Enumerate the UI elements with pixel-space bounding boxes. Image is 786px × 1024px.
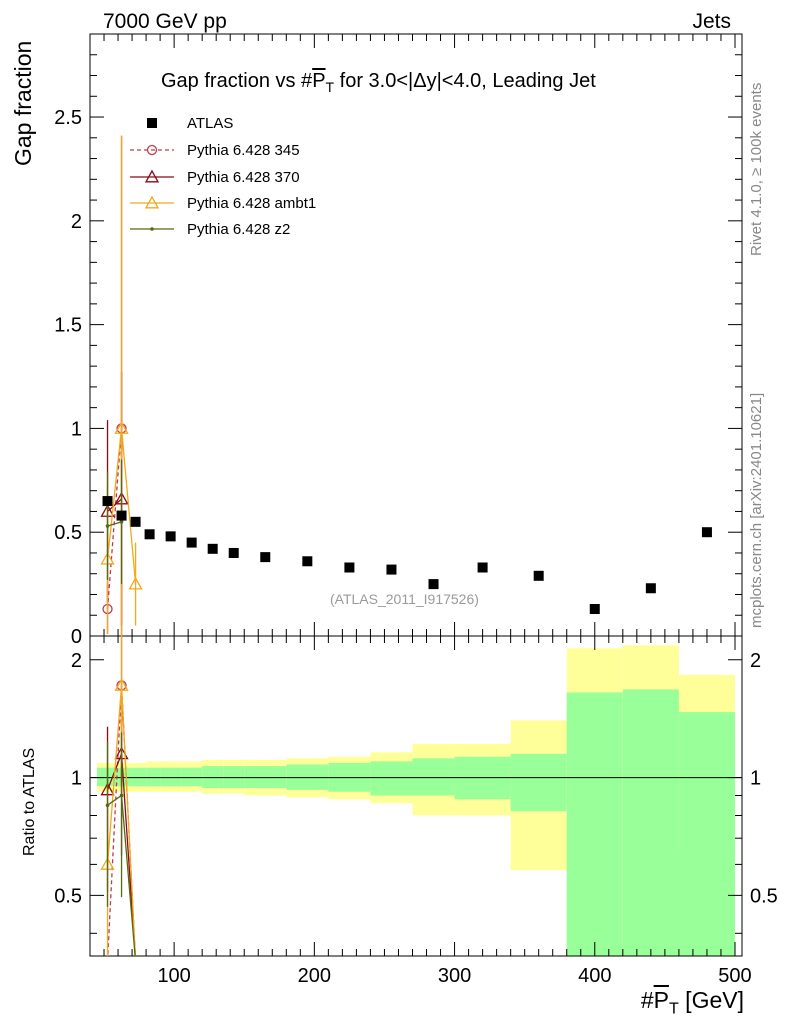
ratio-tick-label-right: 0.5 [750, 885, 778, 907]
xlabel-subscript: T [668, 999, 679, 1018]
header-right-label: Jets [692, 10, 731, 33]
series-point [114, 421, 129, 434]
atlas-data-point [645, 583, 656, 594]
legend-marker [150, 227, 154, 231]
x-tick-label: 100 [157, 965, 190, 987]
series-line [106, 428, 123, 610]
legend-marker [146, 144, 158, 156]
atlas-data-point [130, 516, 141, 527]
ratio-band-inner [181, 767, 203, 787]
legend-label-atlas: ATLAS [187, 115, 234, 132]
x-tick-label: 500 [718, 965, 751, 987]
atlas-data-point [428, 579, 439, 590]
series-point [105, 524, 110, 528]
reference-label: (ATLAS_2011_I917526) [330, 591, 479, 607]
y-tick-label: 0 [71, 626, 82, 648]
legend-label-345: Pythia 6.428 345 [187, 142, 300, 159]
atlas-data-point [344, 562, 355, 573]
atlas-data-point [477, 562, 488, 573]
atlas-data-point [589, 604, 600, 615]
title-subscript: T [325, 79, 335, 95]
xlabel-symbol: P [653, 987, 669, 1013]
atlas-data-point [533, 570, 544, 581]
y-tick-label: 0.5 [54, 522, 82, 544]
x-tick-label: 200 [298, 965, 331, 987]
atlas-data-point [144, 529, 155, 540]
series-line [107, 521, 122, 527]
series-point [128, 576, 143, 590]
ratio-band-inner [622, 689, 679, 956]
chart-title: Gap fraction vs #PT for 3.0<|Δy|<4.0, Le… [161, 70, 596, 95]
atlas-data-point [186, 537, 197, 548]
ratio-band-inner [510, 753, 567, 812]
legend-marker-atlas [147, 118, 157, 128]
legend-marker [144, 195, 160, 209]
atlas-data-point [386, 564, 397, 575]
legend-label-z2: Pythia 6.428 z2 [187, 221, 291, 238]
ratio-band-inner [118, 767, 133, 787]
title-prefix: Gap fraction vs # [161, 70, 313, 92]
title-symbol: P [312, 70, 326, 92]
x-tick-label: 300 [438, 965, 471, 987]
ratio-tick-label-right: 1 [750, 768, 761, 790]
atlas-data-point [260, 552, 271, 563]
ratio-tick-label: 1 [71, 768, 82, 790]
legend-label-ambt1: Pythia 6.428 ambt1 [187, 195, 317, 212]
main-series [100, 135, 143, 636]
ratio-band-inner [160, 767, 182, 787]
legend-marker [144, 169, 160, 183]
atlas-data-point [228, 547, 239, 558]
atlas-data-point [165, 531, 176, 542]
ratio-band-inner [678, 712, 735, 956]
ratio-band-inner [132, 767, 147, 787]
mcplots-label: mcplots.cern.ch [arXiv:2401.10621] [748, 392, 765, 628]
ratio-frame [89, 635, 743, 957]
ratio-axis-label: Ratio to ATLAS [21, 747, 38, 856]
y-tick-label: 2 [71, 211, 82, 233]
xlabel-prefix: # [640, 987, 654, 1013]
series-point [119, 520, 124, 524]
y-tick-label: 1 [71, 418, 82, 440]
header-left-label: 7000 GeV pp [103, 10, 227, 33]
legend-label-370: Pythia 6.428 370 [187, 169, 300, 186]
title-suffix: for 3.0<|Δy|<4.0, Leading Jet [334, 70, 596, 92]
y-tick-label: 1.5 [54, 315, 82, 337]
ratio-band-inner [412, 758, 455, 796]
atlas-data-point [302, 556, 313, 567]
x-tick-label: 400 [578, 965, 611, 987]
y-tick-label: 2.5 [54, 107, 82, 129]
y-axis-label: Gap fraction [10, 40, 36, 166]
atlas-data-point [102, 496, 113, 507]
x-axis-label: #PT [GeV] [641, 987, 744, 1019]
ratio-tick-label: 0.5 [54, 885, 82, 907]
xlabel-suffix: [GeV] [678, 987, 744, 1013]
atlas-data-point [701, 527, 712, 538]
rivet-version-label: Rivet 4.1.0, ≥ 100k events [748, 82, 765, 256]
ratio-bands [97, 645, 735, 956]
ratio-series [100, 636, 136, 956]
atlas-data-point [207, 543, 218, 554]
ratio-band-inner [146, 767, 161, 787]
ratio-band-inner [370, 761, 413, 796]
ratio-tick-label-right: 2 [750, 650, 761, 672]
ratio-band-inner [566, 692, 623, 956]
ratio-tick-label: 2 [71, 650, 82, 672]
atlas-data-point [116, 510, 127, 521]
